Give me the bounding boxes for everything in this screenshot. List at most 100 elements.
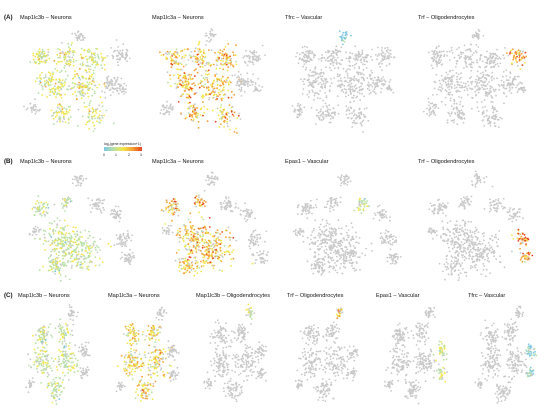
cell-point: [104, 56, 107, 59]
cell-point: [444, 76, 447, 78]
cell-point: [356, 58, 359, 61]
cell-point: [330, 244, 332, 247]
cell-point: [306, 93, 309, 96]
cell-point: [67, 42, 70, 45]
cell-point: [70, 59, 72, 61]
cell-point: [194, 55, 197, 58]
cell-point: [218, 118, 221, 120]
cell-point: [350, 88, 352, 91]
cell-point: [206, 74, 209, 76]
cell-point: [436, 52, 439, 55]
cell-point: [54, 89, 56, 92]
cell-point: [97, 116, 100, 118]
cell-point: [516, 55, 518, 58]
cell-point: [482, 84, 484, 87]
cell-point: [103, 64, 106, 66]
cell-point: [307, 73, 310, 76]
cell-point: [363, 73, 365, 76]
cell-point: [207, 249, 210, 252]
cell-point: [380, 54, 383, 57]
cell-point: [51, 258, 54, 261]
cell-point: [173, 74, 175, 77]
cell-point: [230, 205, 232, 208]
cell-point: [486, 119, 489, 122]
cell-point: [227, 66, 230, 69]
cell-point: [394, 261, 397, 263]
cell-point: [81, 83, 83, 85]
cell-point: [386, 235, 388, 238]
cell-point: [308, 90, 311, 92]
cell-point: [381, 210, 384, 213]
cell-point: [206, 254, 209, 256]
cell-point: [302, 55, 305, 58]
cell-point: [73, 86, 76, 88]
cell-point: [474, 80, 477, 83]
cell-point: [65, 264, 68, 267]
cell-point: [345, 51, 347, 54]
cell-point: [170, 225, 173, 227]
cell-point: [340, 46, 343, 49]
cell-point: [320, 69, 323, 71]
cell-point: [328, 230, 331, 233]
cell-point: [298, 106, 301, 108]
cell-point: [220, 59, 222, 62]
cell-point: [329, 207, 331, 210]
cell-point: [362, 119, 365, 122]
cell-point: [257, 57, 260, 60]
cell-point: [114, 88, 117, 90]
cell-point: [354, 117, 357, 120]
cell-point: [105, 85, 108, 88]
cell-point: [54, 259, 57, 262]
cell-point: [101, 58, 104, 61]
cell-point: [331, 57, 334, 60]
cell-point: [191, 231, 194, 234]
cell-point: [502, 91, 505, 94]
cell-point: [81, 88, 84, 91]
cell-point: [236, 82, 239, 85]
cell-point: [483, 99, 486, 101]
cell-point: [185, 271, 188, 273]
cell-point: [180, 63, 183, 66]
cell-point: [325, 95, 328, 97]
cell-point: [113, 208, 116, 211]
cell-point: [358, 114, 361, 117]
cell-point: [349, 80, 351, 83]
cell-point: [78, 257, 81, 260]
cell-point: [264, 240, 266, 243]
cell-point: [350, 258, 353, 261]
cell-point: [183, 224, 186, 227]
cell-point: [318, 117, 321, 119]
cell-point: [99, 110, 102, 112]
cell-point: [208, 98, 210, 101]
cell-point: [220, 123, 222, 125]
cell-point: [359, 197, 361, 200]
cell-point: [316, 198, 318, 201]
cell-point: [122, 232, 125, 235]
cell-point: [507, 54, 510, 57]
cell-point: [61, 242, 63, 245]
cell-point: [456, 48, 458, 51]
cell-point: [45, 206, 47, 209]
cell-point: [219, 110, 222, 113]
cell-point: [197, 50, 200, 52]
cell-point: [340, 262, 342, 265]
cell-point: [118, 87, 121, 90]
cell-point: [373, 76, 376, 79]
cell-point: [381, 62, 383, 65]
cell-point: [85, 250, 88, 253]
cell-point: [346, 231, 348, 234]
cell-point: [471, 180, 473, 183]
cell-point: [469, 87, 471, 90]
cell-point: [74, 241, 77, 244]
cell-point: [324, 239, 326, 242]
cell-point: [115, 215, 118, 218]
cell-point: [191, 83, 194, 85]
cell-point: [121, 52, 123, 54]
cell-point: [64, 252, 67, 254]
cell-point: [94, 203, 96, 205]
cell-point: [131, 234, 134, 237]
cell-point: [351, 52, 354, 55]
cell-point: [252, 73, 255, 75]
cell-point: [487, 93, 490, 95]
cell-point: [320, 86, 322, 88]
